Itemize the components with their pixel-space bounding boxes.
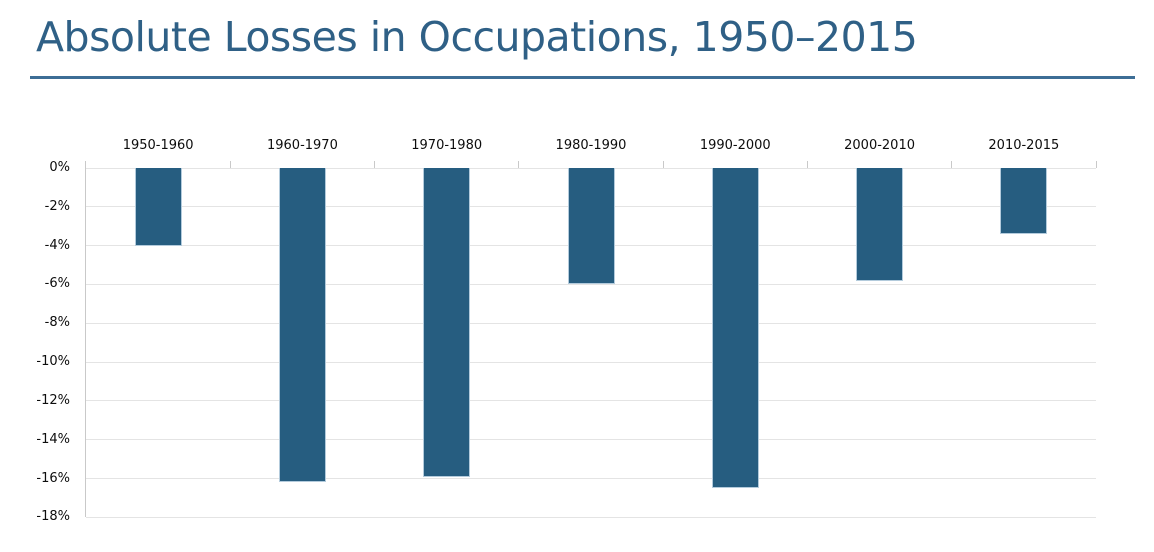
y-gridline (86, 439, 1096, 441)
y-gridline (86, 478, 1096, 480)
category-label: 1990-2000 (699, 138, 771, 153)
y-axis-label: 0% (49, 160, 70, 175)
y-axis-label: -10% (36, 354, 70, 370)
category-tick (951, 161, 953, 168)
y-axis-label: -16% (36, 470, 70, 486)
y-gridline (86, 516, 1096, 518)
category-tick (518, 161, 520, 168)
category-label: 1970-1980 (411, 138, 483, 153)
bar (856, 168, 904, 281)
bar (134, 168, 182, 246)
category-label: 1960-1970 (266, 138, 338, 153)
category-tick (374, 161, 376, 168)
bar (423, 168, 471, 477)
bar (1000, 168, 1048, 234)
y-gridline (86, 361, 1096, 363)
y-axis-label: -8% (44, 315, 70, 331)
y-axis-label: -6% (44, 276, 70, 292)
bar (711, 168, 759, 489)
y-gridline (86, 322, 1096, 324)
category-tick (229, 161, 231, 168)
bar (278, 168, 326, 483)
y-axis-label: -18% (36, 509, 70, 525)
category-tick (1095, 161, 1097, 168)
y-gridline (86, 400, 1096, 402)
category-label: 2000-2010 (844, 138, 915, 153)
category-label: 1950-1960 (122, 138, 194, 153)
category-label: 1980-1990 (555, 138, 627, 153)
category-label: 2010-2015 (988, 138, 1060, 153)
category-tick (806, 161, 808, 168)
y-axis-label: -12% (36, 392, 70, 408)
y-axis-label: -4% (44, 237, 70, 253)
category-tick (662, 161, 664, 168)
chart-title: Absolute Losses in Occupations, 1950–201… (36, 13, 918, 61)
y-axis-label: -2% (44, 198, 70, 214)
bar (567, 168, 615, 285)
y-axis-label: -14% (36, 431, 70, 447)
y-gridline (86, 283, 1096, 285)
title-underline (30, 76, 1135, 79)
y-axis-line (85, 161, 86, 518)
